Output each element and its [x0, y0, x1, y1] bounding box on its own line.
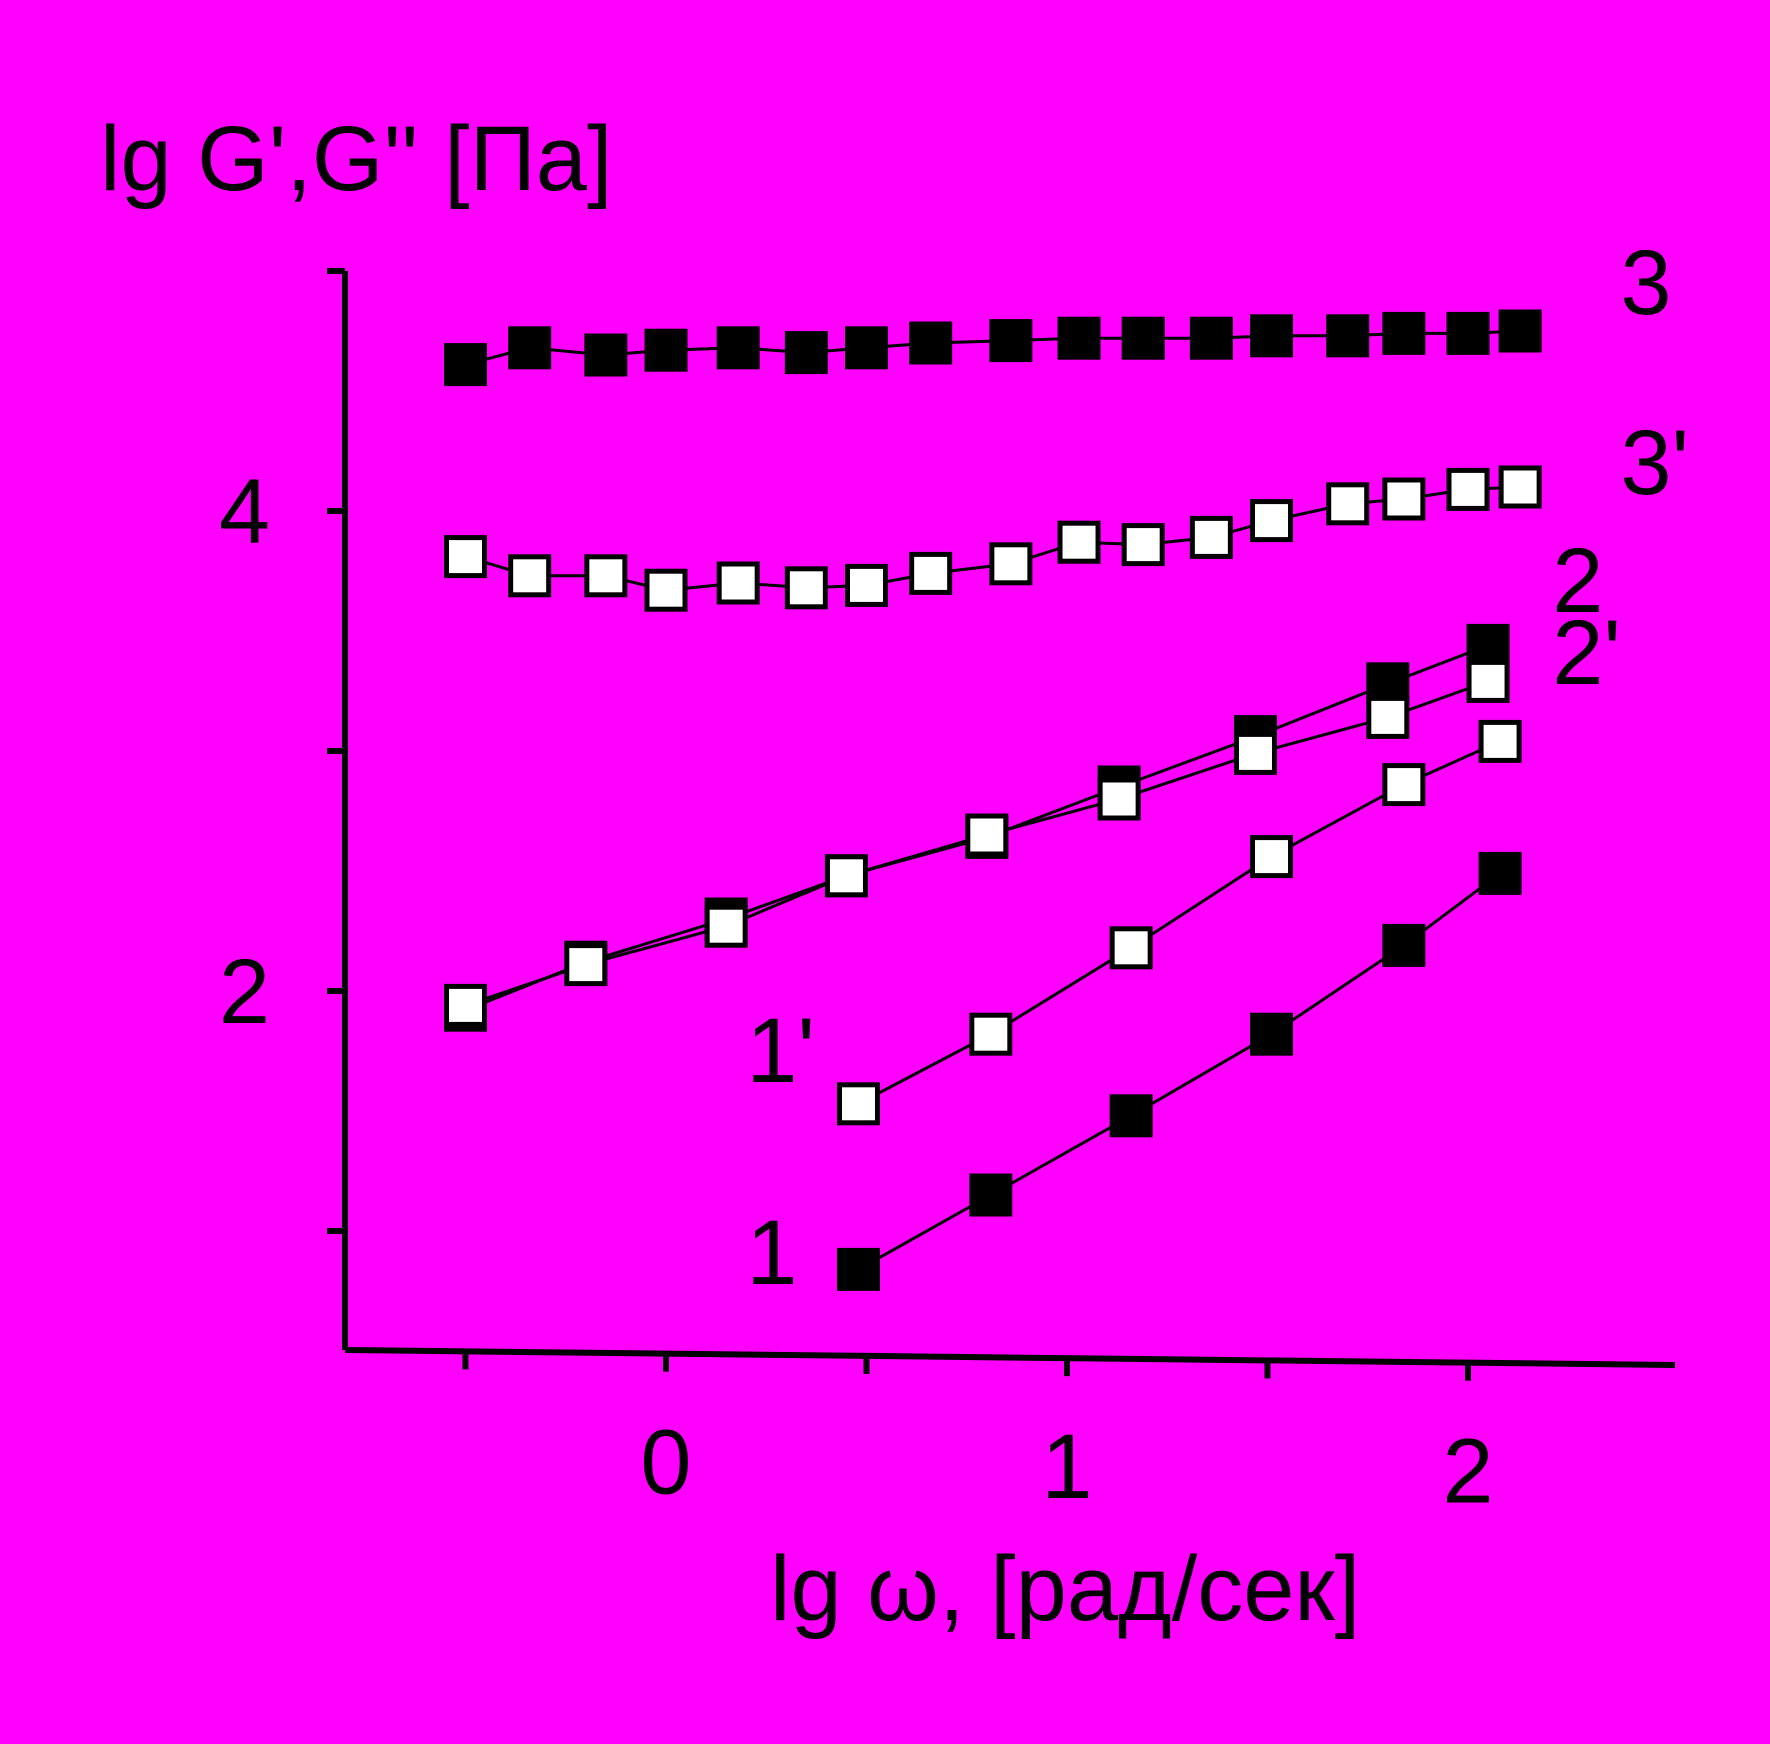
- x-tick-label: 0: [640, 1412, 691, 1514]
- filled-square-marker: [1446, 311, 1490, 355]
- filled-square-marker: [989, 319, 1033, 363]
- open-square-marker: [1250, 835, 1294, 879]
- filled-square-marker: [1478, 851, 1522, 895]
- series-label: 3: [1620, 232, 1671, 334]
- open-square-marker: [644, 568, 688, 612]
- open-square-marker: [1382, 763, 1426, 807]
- open-square-marker: [1057, 520, 1101, 564]
- filled-square-marker: [444, 343, 487, 387]
- filled-square-marker: [644, 328, 688, 372]
- filled-square-marker: [1382, 923, 1426, 967]
- open-square-marker: [1326, 482, 1370, 526]
- filled-square-marker: [784, 331, 828, 375]
- open-square-marker: [1189, 515, 1233, 559]
- open-square-marker: [965, 813, 1009, 857]
- filled-square-marker: [1121, 316, 1165, 360]
- open-square-marker: [1097, 777, 1141, 821]
- filled-square-marker: [836, 1247, 880, 1291]
- open-square-marker: [1478, 719, 1522, 763]
- open-square-marker: [1121, 523, 1165, 567]
- open-square-marker: [1382, 477, 1426, 521]
- series-labels: 3 3'22' 1' 1: [746, 232, 1689, 1304]
- open-square-marker: [444, 983, 487, 1027]
- open-square-marker: [1498, 465, 1542, 509]
- open-square-marker: [784, 566, 828, 610]
- open-square-marker: [584, 554, 628, 598]
- filled-square-marker: [1250, 1012, 1294, 1056]
- open-square-marker: [508, 554, 552, 598]
- filled-square-marker: [1057, 316, 1101, 360]
- x-axis-label: lg ω, [рад/сек]: [770, 1538, 1360, 1640]
- filled-square-marker: [716, 326, 760, 370]
- open-square-marker: [824, 854, 868, 898]
- open-square-marker: [989, 542, 1033, 586]
- y-tick-label: 4: [219, 461, 270, 563]
- series-lines: [464, 329, 1521, 1271]
- open-square-marker: [909, 551, 953, 595]
- filled-square-marker: [969, 1173, 1013, 1217]
- open-square-marker: [704, 904, 748, 948]
- open-square-marker: [1466, 659, 1510, 703]
- series-label: 2: [1552, 530, 1603, 632]
- filled-square-marker: [1466, 623, 1510, 667]
- filled-square-marker: [1382, 311, 1426, 355]
- series-label: 3': [1620, 412, 1689, 514]
- series-label: 1: [746, 1202, 797, 1304]
- x-axis-line: [344, 1347, 1676, 1368]
- series-label: 2': [1552, 602, 1621, 704]
- open-square-marker: [444, 535, 487, 579]
- y-axis-label: lg G',G'' [Па]: [100, 108, 613, 210]
- open-square-marker: [1250, 499, 1294, 543]
- open-square-marker: [969, 1012, 1013, 1056]
- filled-square-marker: [1250, 314, 1294, 358]
- x-tick-label: 1: [1041, 1416, 1092, 1518]
- open-square-marker: [1233, 731, 1277, 775]
- filled-square-marker: [1109, 1094, 1153, 1138]
- open-square-marker: [1109, 926, 1153, 970]
- series-markers: [444, 309, 1542, 1291]
- filled-square-marker: [1498, 309, 1542, 353]
- x-tick-label: 2: [1442, 1421, 1493, 1523]
- filled-square-marker: [584, 333, 628, 377]
- filled-square-marker: [1189, 316, 1233, 360]
- series-label: 1': [746, 1000, 815, 1102]
- axis-ticks: [327, 268, 1471, 1381]
- open-square-marker: [1446, 467, 1490, 511]
- open-square-marker: [716, 561, 760, 605]
- axis-tick-labels: 2 4 0 1 2: [219, 461, 1494, 1523]
- y-tick-label: 2: [219, 941, 270, 1043]
- open-square-marker: [836, 1082, 880, 1126]
- filled-square-marker: [508, 326, 552, 370]
- filled-square-marker: [1326, 314, 1370, 358]
- filled-square-marker: [845, 326, 888, 370]
- open-square-marker: [1366, 695, 1410, 739]
- open-square-marker: [564, 943, 608, 987]
- filled-square-marker: [909, 321, 953, 365]
- open-square-marker: [845, 563, 888, 607]
